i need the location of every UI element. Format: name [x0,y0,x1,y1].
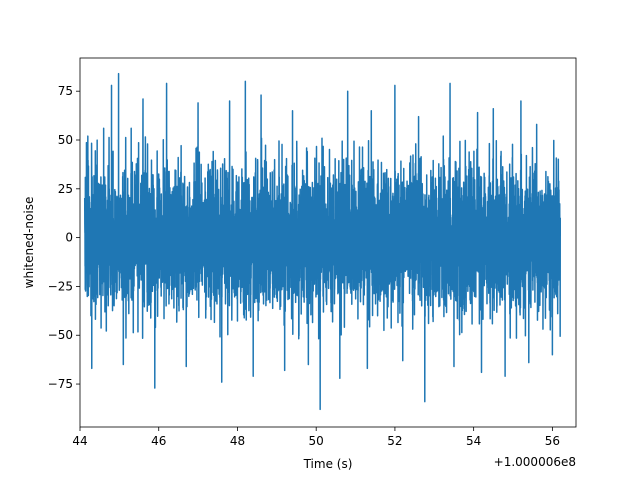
y-tick-label: −50 [48,328,73,342]
x-axis-label: Time (s) [303,457,353,471]
x-tick-label: 54 [466,434,481,448]
x-tick-label: 56 [545,434,560,448]
y-tick-label: 25 [58,182,73,196]
x-tick-label: 46 [151,434,166,448]
x-tick-label: 50 [309,434,324,448]
y-tick-label: −75 [48,377,73,391]
y-tick-label: 0 [65,231,73,245]
y-tick-label: −25 [48,279,73,293]
y-tick-label: 50 [58,133,73,147]
x-tick-label: 48 [230,434,245,448]
y-tick-label: 75 [58,84,73,98]
y-axis-label: whitened-noise [22,197,36,289]
x-axis-offset-label: +1.000006e8 [494,455,576,469]
x-tick-label: 52 [387,434,402,448]
x-tick-label: 44 [72,434,87,448]
